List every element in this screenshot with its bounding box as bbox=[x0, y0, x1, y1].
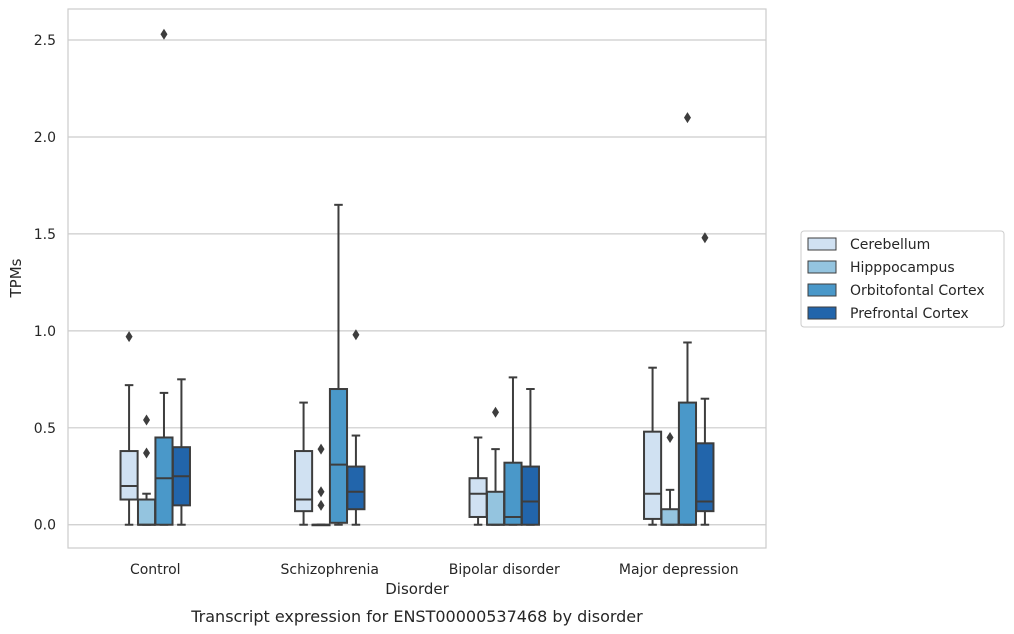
y-tick-label: 1.5 bbox=[34, 227, 56, 243]
iqr-box bbox=[695, 442, 715, 513]
legend-label: Orbitofontal Cortex bbox=[850, 283, 985, 299]
iqr-box bbox=[503, 461, 523, 526]
outlier-point bbox=[317, 486, 325, 498]
y-axis-label: TPMs bbox=[7, 258, 25, 298]
iqr-box bbox=[154, 436, 174, 526]
box-hipppocampus bbox=[136, 414, 157, 526]
x-tick-labels: Control Schizophrenia Bipolar disorder Majo… bbox=[130, 562, 739, 578]
outlier-point bbox=[683, 112, 691, 124]
box-prefrontal-cortex bbox=[346, 329, 366, 526]
iqr-box bbox=[346, 465, 366, 511]
iqr-box bbox=[136, 498, 157, 526]
legend-swatch bbox=[807, 283, 837, 297]
iqr-box bbox=[485, 490, 506, 526]
legend-swatch bbox=[807, 237, 837, 251]
box-hipppocampus bbox=[660, 431, 680, 526]
iqr-box bbox=[328, 388, 349, 524]
outlier-point bbox=[143, 414, 151, 426]
box-cerebellum bbox=[643, 366, 663, 526]
box-prefrontal-cortex bbox=[695, 232, 715, 526]
box-cerebellum bbox=[119, 331, 139, 526]
x-tick-label: Major depression bbox=[619, 562, 739, 578]
legend-swatch bbox=[807, 260, 837, 274]
iqr-box bbox=[660, 508, 680, 526]
box-orbitofontal-cortex bbox=[328, 203, 349, 526]
y-tick-label: 0.0 bbox=[34, 518, 56, 534]
box-orbitofontal-cortex bbox=[154, 28, 174, 526]
outlier-point bbox=[125, 331, 133, 343]
legend-label: Prefrontal Cortex bbox=[850, 306, 969, 322]
box-cerebellum bbox=[294, 401, 314, 526]
y-tick-label: 2.5 bbox=[34, 33, 56, 49]
iqr-box bbox=[520, 465, 540, 526]
box-prefrontal-cortex bbox=[520, 388, 540, 526]
box-prefrontal-cortex bbox=[171, 378, 191, 526]
y-tick-labels: 0.0 0.5 1.0 1.5 2.0 2.5 bbox=[34, 33, 56, 534]
iqr-box bbox=[294, 450, 314, 513]
legend-swatch bbox=[807, 306, 837, 320]
outlier-point bbox=[701, 232, 709, 244]
legend: Cerebellum Hipppocampus Orbitofontal Corte… bbox=[800, 230, 1005, 328]
iqr-box bbox=[468, 477, 488, 518]
outlier-point bbox=[666, 431, 674, 443]
chart-caption: Transcript expression for ENST0000053746… bbox=[190, 607, 643, 626]
legend-label: Hipppocampus bbox=[850, 260, 955, 276]
outlier-point bbox=[317, 499, 325, 511]
iqr-box bbox=[643, 430, 663, 520]
y-tick-label: 2.0 bbox=[34, 130, 56, 146]
iqr-box bbox=[119, 450, 139, 501]
x-tick-label: Schizophrenia bbox=[281, 562, 379, 578]
x-tick-label: Control bbox=[130, 562, 181, 578]
outlier-point bbox=[352, 329, 360, 341]
y-tick-label: 0.5 bbox=[34, 421, 56, 437]
outlier-point bbox=[143, 447, 151, 459]
legend-label: Cerebellum bbox=[850, 237, 930, 253]
x-axis-label: Disorder bbox=[385, 580, 449, 598]
legend-frame bbox=[800, 230, 1005, 328]
box-cerebellum bbox=[468, 436, 488, 526]
box-hipppocampus bbox=[311, 443, 331, 527]
y-tick-label: 1.0 bbox=[34, 324, 56, 340]
x-tick-label: Bipolar disorder bbox=[449, 562, 560, 578]
outlier-point bbox=[160, 28, 168, 40]
outlier-point bbox=[317, 443, 325, 455]
box-groups bbox=[119, 28, 715, 527]
iqr-box bbox=[677, 401, 698, 526]
outlier-point bbox=[492, 406, 500, 418]
